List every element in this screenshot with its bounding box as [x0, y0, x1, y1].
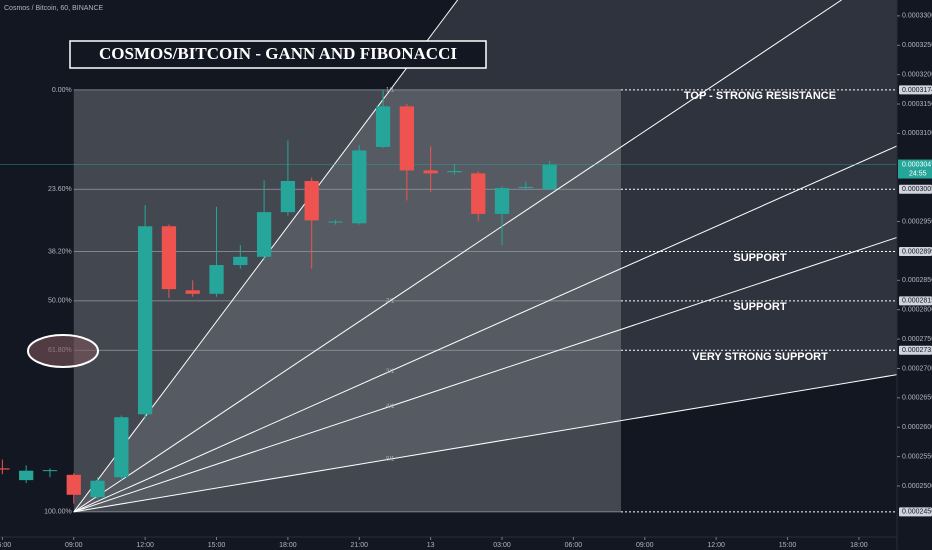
y-tick-label: 0.0003250 — [902, 42, 932, 49]
candle-body — [423, 170, 438, 174]
candle-body — [518, 186, 533, 189]
candle-body — [328, 221, 343, 223]
candle-body — [209, 265, 224, 294]
y-tick-label: 0.0003300 — [902, 13, 932, 20]
candle-body — [447, 171, 462, 173]
candle-body — [399, 106, 414, 171]
x-tick-label: 13 — [427, 542, 435, 549]
candle-body — [161, 226, 177, 290]
price-tag-label: 0.0002731 — [902, 347, 932, 354]
y-tick-label: 0.0002800 — [902, 307, 932, 314]
annotation: SUPPORT — [733, 252, 786, 264]
x-tick-label: 21:00 — [351, 542, 369, 549]
fib-level-label: 23.60% — [48, 186, 72, 193]
x-tick-label: 03:00 — [493, 542, 511, 549]
candle-body — [471, 173, 486, 214]
chart-title: COSMOS/BITCOIN - GANN AND FIBONACCI — [99, 44, 457, 63]
y-tick-label: 0.0002500 — [902, 483, 932, 490]
gann-fan-line — [73, 145, 898, 513]
candle-body — [90, 480, 105, 498]
gann-fan-line — [73, 0, 842, 513]
y-tick-label: 0.0002600 — [902, 424, 932, 431]
last-price-label: 0.0003047 — [902, 161, 932, 168]
countdown: 24:55 — [909, 170, 927, 177]
price-tag — [899, 184, 932, 194]
gann-fan-label: 1/1 — [386, 87, 395, 93]
candle-body — [114, 417, 129, 478]
last-price-tag — [898, 159, 932, 179]
x-tick-label: 18:00 — [850, 542, 868, 549]
x-tick-label: 15:00 — [779, 542, 797, 549]
y-tick-label: 0.0002750 — [902, 336, 932, 343]
x-tick-label: 18:00 — [279, 542, 297, 549]
gann-fan-label: 3/1 — [386, 369, 395, 375]
fib-level-label: 100.00% — [44, 509, 72, 516]
price-tag — [899, 85, 932, 95]
candle-body — [66, 474, 81, 495]
fib-level-label: 0.00% — [52, 87, 72, 94]
price-tag-label: 0.0002899 — [902, 248, 932, 255]
candle-body — [233, 256, 248, 266]
annotation: TOP - STRONG RESISTANCE — [684, 90, 836, 102]
price-tag-label: 0.0003174 — [902, 87, 932, 94]
fib-level-label: 50.00% — [48, 298, 72, 305]
x-tick-label: 12:00 — [707, 542, 725, 549]
candle-body — [494, 188, 510, 214]
candle-body — [280, 181, 296, 213]
y-tick-label: 0.0002850 — [902, 277, 932, 284]
price-tag — [899, 345, 932, 355]
price-tag-label: 0.0002456 — [902, 509, 932, 516]
gann-fan-line — [73, 374, 898, 513]
price-tag — [899, 296, 932, 306]
candle-body — [185, 290, 200, 294]
y-tick-label: 0.0003150 — [902, 101, 932, 108]
price-tag — [899, 247, 932, 257]
annotation: SUPPORT — [733, 301, 786, 313]
plot-layer: 0.00%23.60%38.20%50.00%61.80%100.00%1/12… — [0, 0, 898, 516]
y-tick-label: 0.0003200 — [902, 71, 932, 78]
x-tick-label: 12:00 — [136, 542, 154, 549]
candle-body — [42, 470, 58, 472]
highlight-ellipse — [27, 334, 99, 368]
x-tick-label: 06:00 — [565, 542, 583, 549]
y-tick-label: 0.0003100 — [902, 130, 932, 137]
gann-fan-area — [73, 0, 898, 512]
candle-body — [256, 212, 272, 257]
gann-fan-label: 2/1 — [386, 298, 395, 304]
gann-fan-label: 8/1 — [386, 457, 395, 463]
candle-body — [138, 226, 153, 415]
annotation: VERY STRONG SUPPORT — [692, 351, 828, 363]
y-tick-label: 0.0002700 — [902, 365, 932, 372]
candle-body — [304, 181, 319, 221]
x-tick-label: 15:00 — [208, 542, 226, 549]
fib-level-label: 38.20% — [48, 248, 72, 255]
title-box — [69, 40, 487, 69]
candle-body — [352, 150, 367, 224]
y-tick-label: 0.0002550 — [902, 453, 932, 460]
candle-body — [375, 106, 391, 147]
y-tick-label: 0.0002950 — [902, 218, 932, 225]
price-tag-label: 0.0003005 — [902, 186, 932, 193]
x-tick-label: 09:00 — [65, 542, 83, 549]
candle-body — [542, 164, 557, 190]
candle-body — [19, 470, 34, 481]
y-tick-label: 0.0002650 — [902, 395, 932, 402]
x-tick-label: 09:00 — [636, 542, 654, 549]
gann-fan-line — [73, 236, 898, 513]
candle-body — [0, 468, 10, 470]
header: Cosmos / Bitcoin, 60, BINANCE — [4, 5, 104, 12]
gann-fan-label: 4/1 — [386, 404, 395, 410]
price-tag-label: 0.0002815 — [902, 298, 932, 305]
x-tick-label: 06:00 — [0, 542, 11, 549]
price-tag — [899, 507, 932, 517]
